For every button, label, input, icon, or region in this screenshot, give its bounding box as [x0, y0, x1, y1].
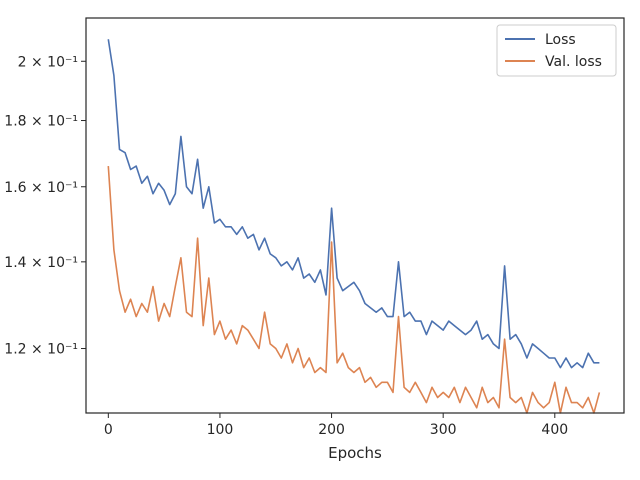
series-line-loss — [107, 39, 600, 369]
y-tick-label: 1.6 × 10⁻¹ — [4, 180, 78, 196]
legend: Loss Val. loss — [496, 24, 617, 77]
legend-label-loss: Loss — [545, 32, 576, 48]
x-axis-label: Epochs — [328, 444, 382, 462]
x-tick-label: 200 — [318, 422, 345, 438]
plot-frame — [85, 17, 625, 414]
y-tick-label: 1.4 × 10⁻¹ — [4, 255, 78, 271]
y-axis-ticks: 1.2 × 10⁻¹ 1.4 × 10⁻¹ 1.6 × 10⁻¹ 1.8 × 10⁻¹… — [4, 54, 86, 358]
plot-lines — [107, 39, 601, 414]
x-tick-label: 400 — [541, 422, 568, 438]
x-tick-label: 0 — [104, 422, 113, 438]
legend-box — [496, 24, 617, 77]
legend-label-val-loss: Val. loss — [545, 54, 602, 70]
y-tick-label: 2 × 10⁻¹ — [18, 54, 78, 70]
series-line-val-loss — [107, 166, 601, 414]
x-axis-ticks: 0 100 200 300 400 — [104, 413, 568, 438]
x-tick-label: 300 — [430, 422, 457, 438]
y-tick-label: 1.8 × 10⁻¹ — [4, 114, 78, 130]
x-tick-label: 100 — [207, 422, 234, 438]
y-tick-label: 1.2 × 10⁻¹ — [4, 342, 78, 358]
